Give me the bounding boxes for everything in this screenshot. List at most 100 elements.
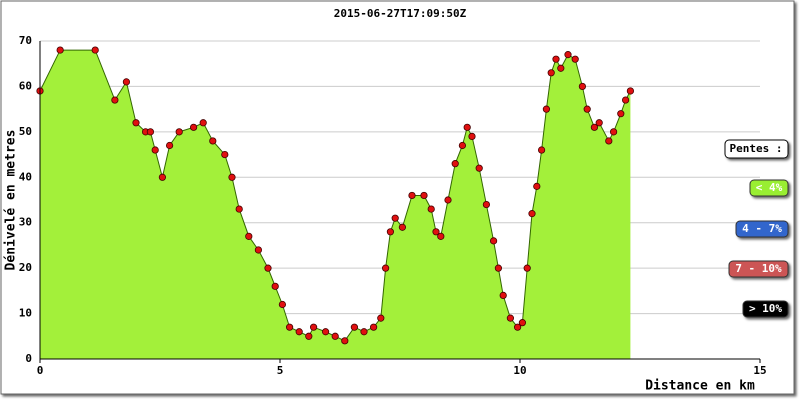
point (451, 160, 459, 168)
point (557, 64, 565, 72)
point (437, 232, 445, 240)
legend-label: < 4% (756, 181, 783, 194)
point (151, 146, 159, 154)
point (146, 128, 154, 136)
point (228, 173, 236, 181)
area (40, 50, 631, 359)
point (122, 78, 131, 86)
point (56, 46, 64, 54)
point (590, 123, 599, 131)
point (295, 328, 303, 336)
point (427, 205, 435, 213)
point (475, 164, 483, 172)
y-tick-label: 50 (19, 125, 32, 138)
x-tick-label: 0 (37, 364, 44, 377)
point (369, 323, 378, 331)
point (609, 128, 618, 136)
y-tick-label: 20 (19, 261, 32, 274)
point (132, 119, 140, 127)
x-tick-label: 10 (513, 364, 526, 377)
point (271, 282, 279, 290)
y-tick-label: 30 (19, 216, 32, 229)
point (578, 82, 587, 91)
legend-item: > 10% (742, 300, 789, 318)
point (331, 332, 339, 340)
point (278, 300, 286, 309)
point (391, 214, 399, 222)
legend-swatch (735, 220, 789, 238)
legend-item: 7 - 10% (728, 260, 789, 278)
legend-label: > 10% (749, 302, 782, 315)
point (285, 323, 294, 331)
point (91, 46, 99, 54)
legend-swatch (749, 179, 789, 197)
legend-title: Pentes : (730, 142, 783, 155)
point (377, 314, 385, 322)
point (199, 119, 207, 127)
point (626, 87, 635, 95)
point (398, 223, 406, 231)
y-tick-label: 70 (19, 34, 32, 47)
point (468, 132, 476, 140)
point (542, 105, 551, 113)
point (571, 55, 579, 63)
point (166, 141, 174, 150)
x-tick-label: 15 (753, 364, 766, 377)
point (444, 196, 452, 204)
point (513, 323, 522, 331)
point (309, 323, 318, 331)
point (494, 264, 502, 272)
x-axis-label: Distance en km (645, 379, 755, 394)
point (617, 110, 625, 118)
point (341, 337, 349, 345)
point (190, 123, 198, 131)
y-tick-label: 10 (19, 307, 32, 320)
point (605, 137, 613, 145)
point (547, 69, 555, 77)
point (621, 96, 630, 104)
point (518, 319, 527, 327)
point (506, 314, 514, 322)
chart-title: 2015-06-27T17:09:50Z (334, 7, 467, 20)
point (463, 123, 471, 131)
point (537, 146, 546, 154)
point (408, 191, 416, 200)
point (489, 237, 498, 245)
legend-item: 4 - 7% (735, 220, 789, 238)
point (552, 55, 560, 63)
y-axis-label: Dénivelé en metres (4, 130, 19, 271)
point (111, 96, 119, 104)
point (235, 205, 243, 213)
y-tick-label: 0 (25, 352, 32, 365)
point (458, 141, 466, 150)
point (533, 182, 541, 190)
legend-label: 4 - 7% (742, 222, 782, 235)
point (305, 332, 313, 340)
point (158, 173, 166, 181)
y-tick-label: 60 (19, 79, 32, 92)
y-tick-label: 40 (19, 170, 32, 183)
legend-item: < 4% (749, 179, 789, 197)
point (209, 137, 217, 145)
point (386, 228, 394, 236)
point (254, 246, 262, 254)
point (595, 119, 603, 127)
x-tick-label: 5 (277, 364, 284, 377)
point (321, 328, 330, 336)
point (245, 232, 253, 240)
point (564, 51, 572, 59)
point (499, 291, 507, 299)
point (221, 150, 229, 159)
legend-swatch (728, 260, 789, 278)
legend-label: 7 - 10% (735, 262, 782, 275)
legend-title-bg (724, 139, 789, 159)
legend-swatch (742, 300, 789, 318)
legend-title-box: Pentes : (724, 139, 789, 159)
point (350, 323, 358, 331)
point (583, 105, 591, 113)
point (523, 264, 531, 272)
point (528, 210, 536, 218)
point (360, 328, 368, 336)
